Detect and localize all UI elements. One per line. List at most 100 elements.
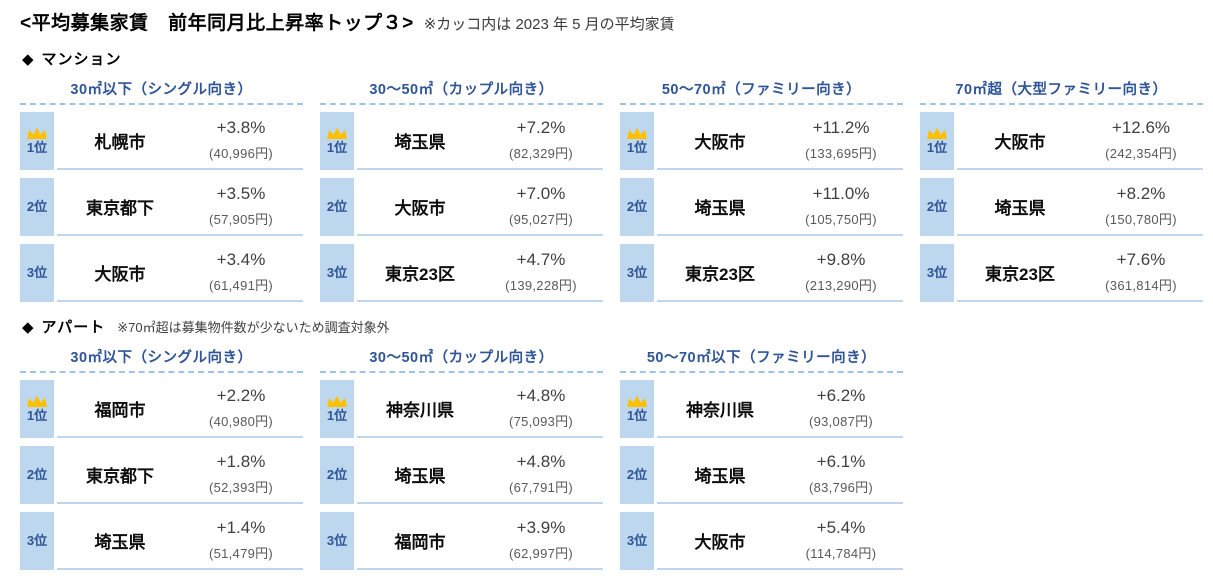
rank-label: 3位	[326, 264, 348, 280]
column-header: 30～50㎡（カップル向き）	[320, 78, 603, 105]
rank-label: 1位	[326, 139, 348, 155]
row-content: 札幌市 +3.8% (40,996円)	[57, 112, 303, 170]
rows: 1位 大阪市 +11.2% (133,695円) 2位 埼玉県 +11.0% (105,750…	[620, 112, 903, 302]
rank-label: 1位	[26, 407, 48, 423]
column-header: 30㎡以下（シングル向き）	[20, 346, 303, 373]
city-name: 東京23区	[385, 264, 455, 284]
pct-change-value: +1.8%	[216, 452, 266, 471]
avg-rent-value: (75,093円)	[508, 414, 574, 429]
pct-change-value: +4.8%	[516, 386, 566, 405]
row-content: 東京23区 +4.7% (139,228円)	[357, 244, 603, 302]
rows: 1位 神奈川県 +6.2% (93,087円) 2位 埼玉県 +6.1% (83,796円) 3…	[620, 380, 903, 570]
rank-cell: 1位	[920, 112, 954, 170]
table-row: 3位 大阪市 +5.4% (114,784円)	[620, 512, 903, 570]
rank-cell: 3位	[320, 244, 354, 302]
sections-container: ◆ マンション 30㎡以下（シングル向き） 1位 札幌市 +3.8% (40,996円) 2位…	[20, 48, 1213, 570]
value-block: +6.2% (93,087円)	[783, 386, 903, 430]
rank-cell: 1位	[320, 112, 354, 170]
rank-cell: 1位	[20, 112, 54, 170]
section-note: ※70㎡超は募集物件数が少ないため調査対象外	[117, 320, 390, 335]
rank-label: 1位	[626, 139, 648, 155]
avg-rent-value: (62,997円)	[508, 546, 574, 561]
value-block: +7.0% (95,027円)	[483, 184, 603, 228]
row-content: 福岡市 +3.9% (62,997円)	[357, 512, 603, 570]
avg-rent-value: (82,329円)	[508, 146, 574, 161]
pct-change-value: +8.2%	[1116, 184, 1166, 203]
crown-icon	[627, 395, 647, 407]
row-content: 埼玉県 +4.8% (67,791円)	[357, 446, 603, 504]
value-block: +4.7% (139,228円)	[483, 250, 603, 294]
rank-label: 3位	[626, 532, 648, 548]
column-header: 70㎡超（大型ファミリー向き）	[920, 78, 1203, 105]
city-name: 大阪市	[694, 532, 746, 552]
rank-label: 2位	[326, 198, 348, 214]
rows: 1位 大阪市 +12.6% (242,354円) 2位 埼玉県 +8.2% (150,780円…	[920, 112, 1203, 302]
avg-rent-value: (61,491円)	[208, 278, 274, 293]
value-block: +11.2% (133,695円)	[783, 118, 903, 162]
rank-cell: 2位	[320, 446, 354, 504]
value-block: +5.4% (114,784円)	[783, 518, 903, 562]
row-content: 埼玉県 +11.0% (105,750円)	[657, 178, 903, 236]
table-row: 2位 埼玉県 +6.1% (83,796円)	[620, 446, 903, 504]
value-block: +8.2% (150,780円)	[1083, 184, 1203, 228]
city-name: 大阪市	[94, 264, 146, 284]
city-name: 神奈川県	[386, 400, 454, 420]
section-label: マンション	[41, 51, 122, 68]
crown-icon	[327, 395, 347, 407]
rank-label: 2位	[626, 198, 648, 214]
pct-change-value: +6.1%	[816, 452, 866, 471]
rank-cell: 3位	[20, 512, 54, 570]
pct-change-value: +7.0%	[516, 184, 566, 203]
rank-cell: 1位	[620, 380, 654, 438]
rank-cell: 2位	[20, 446, 54, 504]
value-block: +7.2% (82,329円)	[483, 118, 603, 162]
avg-rent-value: (150,780円)	[1105, 212, 1177, 227]
city-name: 埼玉県	[394, 132, 446, 152]
value-block: +3.8% (40,996円)	[183, 118, 303, 162]
city-name: 東京23区	[985, 264, 1055, 284]
rank-label: 1位	[26, 139, 48, 155]
crown-icon	[927, 127, 947, 139]
pct-change-value: +3.8%	[216, 118, 266, 137]
avg-rent-value: (139,228円)	[505, 278, 577, 293]
city-name: 大阪市	[394, 198, 446, 218]
rank-cell: 2位	[20, 178, 54, 236]
city-name: 福岡市	[94, 400, 146, 420]
rank-label: 2位	[626, 466, 648, 482]
diamond-icon: ◆	[22, 319, 34, 336]
column-header: 30～50㎡（カップル向き）	[320, 346, 603, 373]
rank-label: 3位	[926, 264, 948, 280]
row-content: 大阪市 +5.4% (114,784円)	[657, 512, 903, 570]
row-content: 埼玉県 +1.4% (51,479円)	[57, 512, 303, 570]
city-name: 札幌市	[94, 132, 146, 152]
avg-rent-value: (105,750円)	[805, 212, 877, 227]
city-name: 大阪市	[694, 132, 746, 152]
rank-cell: 2位	[920, 178, 954, 236]
row-content: 埼玉県 +6.1% (83,796円)	[657, 446, 903, 504]
city-name: 東京23区	[685, 264, 755, 284]
rank-label: 2位	[26, 466, 48, 482]
row-content: 神奈川県 +4.8% (75,093円)	[357, 380, 603, 438]
avg-rent-value: (242,354円)	[1105, 146, 1177, 161]
rank-cell: 3位	[920, 244, 954, 302]
rows: 1位 札幌市 +3.8% (40,996円) 2位 東京都下 +3.5% (57,905円) 3…	[20, 112, 303, 302]
rank-label: 3位	[26, 532, 48, 548]
table-row: 1位 神奈川県 +4.8% (75,093円)	[320, 380, 603, 438]
city-name: 埼玉県	[394, 466, 446, 486]
city-name: 埼玉県	[94, 532, 146, 552]
column-header: 50～70㎡以下（ファミリー向き）	[620, 346, 903, 373]
rows: 1位 福岡市 +2.2% (40,980円) 2位 東京都下 +1.8% (52,393円) 3…	[20, 380, 303, 570]
rank-cell: 3位	[20, 244, 54, 302]
columns: 30㎡以下（シングル向き） 1位 福岡市 +2.2% (40,980円) 2位 東京都下 +1…	[20, 346, 1213, 570]
pct-change-value: +7.6%	[1116, 250, 1166, 269]
rank-label: 3位	[26, 264, 48, 280]
rank-column: 30㎡以下（シングル向き） 1位 札幌市 +3.8% (40,996円) 2位 東京都下 +3…	[20, 78, 303, 302]
section-header: ◆ マンション	[22, 48, 1213, 69]
section-mansion: ◆ マンション 30㎡以下（シングル向き） 1位 札幌市 +3.8% (40,996円) 2位…	[20, 48, 1213, 302]
row-content: 福岡市 +2.2% (40,980円)	[57, 380, 303, 438]
table-row: 3位 東京23区 +9.8% (213,290円)	[620, 244, 903, 302]
row-content: 大阪市 +11.2% (133,695円)	[657, 112, 903, 170]
value-block: +3.9% (62,997円)	[483, 518, 603, 562]
avg-rent-value: (57,905円)	[208, 212, 274, 227]
rank-column: 50～70㎡以下（ファミリー向き） 1位 神奈川県 +6.2% (93,087円) 2位埼…	[620, 346, 903, 570]
